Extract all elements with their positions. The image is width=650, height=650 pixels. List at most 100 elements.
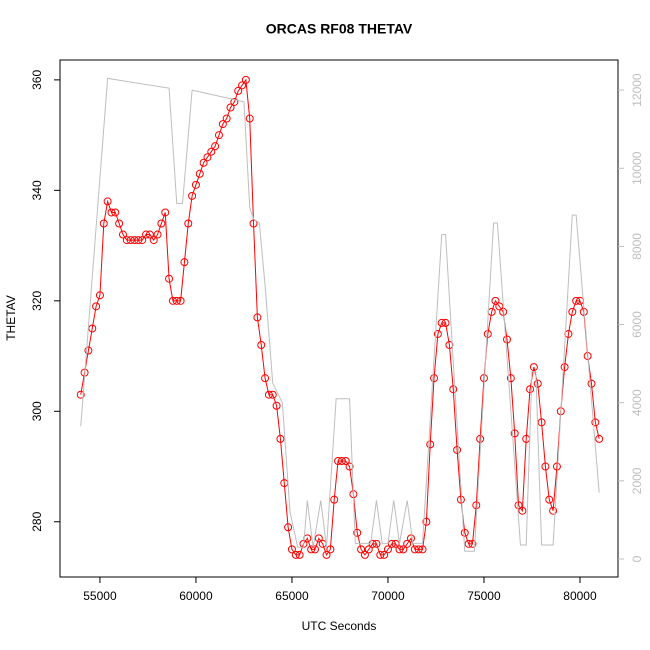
- data-point: [261, 374, 270, 383]
- data-point: [122, 236, 131, 245]
- data-point: [238, 81, 247, 90]
- data-point: [372, 539, 381, 548]
- data-point: [391, 539, 400, 548]
- data-point: [172, 296, 181, 305]
- y2-tick-label: 10000: [630, 151, 644, 185]
- data-point: [195, 169, 204, 178]
- data-point: [460, 528, 469, 537]
- data-point: [464, 539, 473, 548]
- data-point: [326, 545, 335, 554]
- series-line: [80, 78, 600, 556]
- data-point: [130, 236, 139, 245]
- data-point: [395, 545, 404, 554]
- data-point: [295, 550, 304, 559]
- y-tick-label: 300: [30, 401, 44, 421]
- data-point: [376, 550, 385, 559]
- data-point: [468, 539, 477, 548]
- data-point: [360, 550, 369, 559]
- y2-tick-label: 2000: [630, 467, 644, 494]
- data-point: [426, 440, 435, 449]
- data-point: [165, 274, 174, 283]
- data-point: [334, 457, 343, 466]
- data-point: [284, 523, 293, 532]
- y-tick-label: 340: [30, 180, 44, 200]
- data-point: [518, 506, 527, 515]
- x-tick-label: 75000: [467, 589, 501, 603]
- data-point: [407, 534, 416, 543]
- y2-tick-label: 6000: [630, 311, 644, 338]
- data-point: [399, 545, 408, 554]
- data-point: [383, 545, 392, 554]
- data-point: [99, 219, 108, 228]
- data-point: [145, 230, 154, 239]
- data-point: [180, 258, 189, 267]
- data-point: [510, 429, 519, 438]
- data-point: [153, 230, 162, 239]
- plot-frame: [59, 59, 619, 578]
- data-point: [84, 346, 93, 355]
- data-point: [380, 550, 389, 559]
- data-point: [107, 208, 116, 217]
- y2-tick-label: 0: [630, 555, 644, 562]
- data-point: [184, 219, 193, 228]
- data-point: [410, 545, 419, 554]
- data-point: [157, 219, 166, 228]
- data-point: [422, 517, 431, 526]
- data-point: [545, 495, 554, 504]
- data-point: [211, 142, 220, 151]
- data-point: [560, 363, 569, 372]
- data-point: [245, 114, 254, 123]
- data-point: [403, 539, 412, 548]
- x-tick-label: 80000: [563, 589, 597, 603]
- data-point: [445, 341, 454, 350]
- data-point: [430, 374, 439, 383]
- y-tick-label: 320: [30, 290, 44, 310]
- data-point: [207, 147, 216, 156]
- data-point: [552, 462, 561, 471]
- data-point: [337, 457, 346, 466]
- data-point: [568, 307, 577, 316]
- data-point: [314, 534, 323, 543]
- data-point: [506, 374, 515, 383]
- data-point: [199, 158, 208, 167]
- data-point: [418, 545, 427, 554]
- data-point: [268, 390, 277, 399]
- x-axis-label: UTC Seconds: [302, 619, 377, 633]
- data-point: [476, 434, 485, 443]
- data-point: [218, 120, 227, 129]
- data-point: [226, 103, 235, 112]
- y2-tick-label: 4000: [630, 389, 644, 416]
- data-point: [138, 236, 147, 245]
- data-point: [353, 528, 362, 537]
- data-point: [272, 401, 281, 410]
- data-point: [253, 313, 262, 322]
- data-point: [76, 390, 85, 399]
- data-point: [276, 434, 285, 443]
- data-point: [291, 550, 300, 559]
- data-point: [287, 545, 296, 554]
- data-point: [234, 86, 243, 95]
- data-point: [203, 153, 212, 162]
- data-point: [230, 97, 239, 106]
- data-point: [118, 230, 127, 239]
- data-point: [168, 296, 177, 305]
- x-tick-label: 65000: [275, 589, 309, 603]
- data-point: [161, 208, 170, 217]
- data-point: [264, 390, 273, 399]
- data-point: [587, 379, 596, 388]
- data-point: [95, 291, 104, 300]
- data-point: [307, 545, 316, 554]
- data-point: [433, 329, 442, 338]
- data-point: [483, 329, 492, 338]
- data-point: [437, 318, 446, 327]
- data-point: [364, 545, 373, 554]
- data-point: [191, 180, 200, 189]
- data-point: [514, 501, 523, 510]
- y-tick-label: 280: [30, 511, 44, 531]
- data-point: [537, 418, 546, 427]
- y-tick-label: 360: [30, 70, 44, 90]
- data-point: [441, 318, 450, 327]
- data-point: [541, 462, 550, 471]
- data-point: [330, 495, 339, 504]
